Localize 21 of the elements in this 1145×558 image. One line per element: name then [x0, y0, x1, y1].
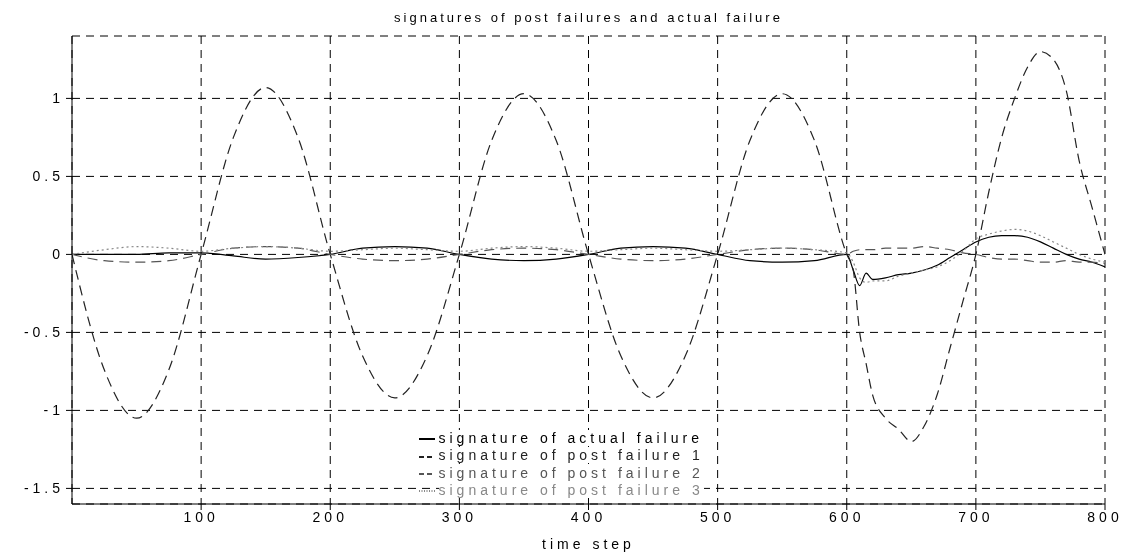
y-tick-label: -1 — [43, 402, 64, 419]
x-tick-label: 100 — [183, 508, 219, 525]
legend-label: signature of actual failure — [438, 430, 703, 446]
x-tick-label: 500 — [699, 508, 736, 525]
legend-label: signature of post failure 2 — [438, 464, 704, 481]
x-tick-label: 200 — [312, 508, 348, 525]
chart-title: signatures of post failures and actual failure — [393, 10, 784, 25]
x-tick-label: 800 — [1087, 508, 1123, 525]
x-tick-label: 700 — [958, 508, 994, 525]
legend-label: signature of post failure 1 — [438, 447, 704, 464]
legend-label: signature of post failure 3 — [438, 481, 704, 498]
y-tick-label: -1.5 — [23, 480, 64, 497]
x-tick-label: 400 — [570, 508, 607, 525]
y-tick-label: -0.5 — [23, 324, 64, 341]
y-tick-label: 1 — [52, 90, 64, 107]
y-tick-label: 0 — [52, 246, 64, 263]
y-tick-label: 0.5 — [32, 168, 64, 185]
x-tick-label: 300 — [441, 508, 478, 525]
line-series — [72, 246, 1105, 265]
x-axis-title: time step — [541, 536, 636, 552]
x-tick-label: 600 — [829, 508, 865, 525]
